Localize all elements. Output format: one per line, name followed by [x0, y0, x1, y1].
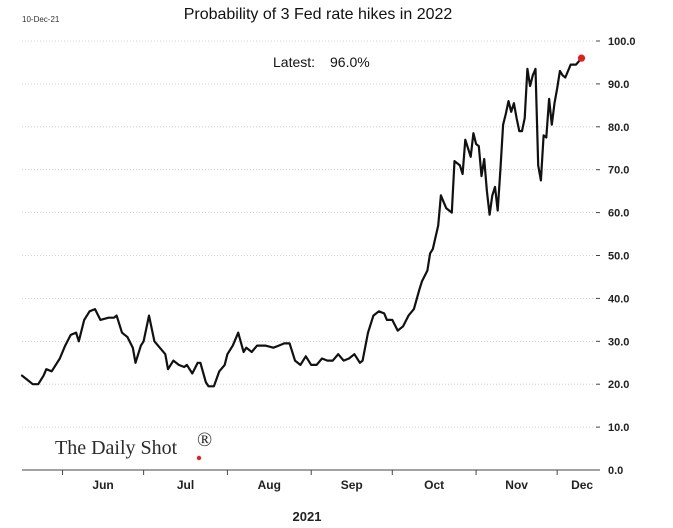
- latest-value: 96.0%: [330, 54, 370, 70]
- x-tick-label: Oct: [424, 478, 444, 492]
- x-tick-label: Jun: [92, 478, 113, 492]
- y-tick-label: 0.0: [608, 465, 623, 477]
- y-tick-label: 100.0: [608, 36, 636, 48]
- x-tick-label: Sep: [341, 478, 363, 492]
- y-tick-label: 80.0: [608, 122, 629, 134]
- x-tick-label: Nov: [505, 478, 528, 492]
- date-stamp: 10-Dec-21: [22, 15, 60, 24]
- y-tick-label: 40.0: [608, 293, 629, 305]
- y-tick-label: 20.0: [608, 379, 629, 391]
- y-tick-label: 60.0: [608, 208, 629, 220]
- x-tick-marks: [62, 470, 558, 475]
- x-tick-label: Dec: [571, 478, 593, 492]
- y-tick-label: 10.0: [608, 422, 629, 434]
- x-tick-label: Aug: [258, 478, 281, 492]
- series-line-probability: [20, 57, 583, 388]
- gridlines: [22, 40, 595, 428]
- brand-registered-mark: ®: [197, 429, 212, 451]
- x-tick-label: Jul: [177, 478, 194, 492]
- chart-title: Probability of 3 Fed rate hikes in 2022: [184, 6, 453, 23]
- y-tick-label: 90.0: [608, 79, 629, 91]
- y-axis-ticks: 0.0 10.0 20.0 30.0 40.0 50.0 60.0 70.0 80.0 90.0 1…: [596, 36, 636, 477]
- plot-area: [20, 40, 600, 475]
- x-axis-label: 2021: [293, 509, 322, 524]
- y-tick-label: 70.0: [608, 165, 629, 177]
- y-tick-label: 30.0: [608, 336, 629, 348]
- x-axis-ticks: Jun Jul Aug Sep Oct Nov Dec: [92, 478, 593, 492]
- brand-dot: [196, 455, 202, 461]
- latest-label: Latest:: [273, 54, 315, 70]
- latest-annotation: Latest: 96.0%: [273, 54, 370, 70]
- latest-point-marker: [577, 54, 586, 62]
- brand-logo: The Daily Shot ®: [55, 429, 212, 461]
- y-tick-label: 50.0: [608, 251, 629, 263]
- brand-name: The Daily Shot: [55, 437, 178, 459]
